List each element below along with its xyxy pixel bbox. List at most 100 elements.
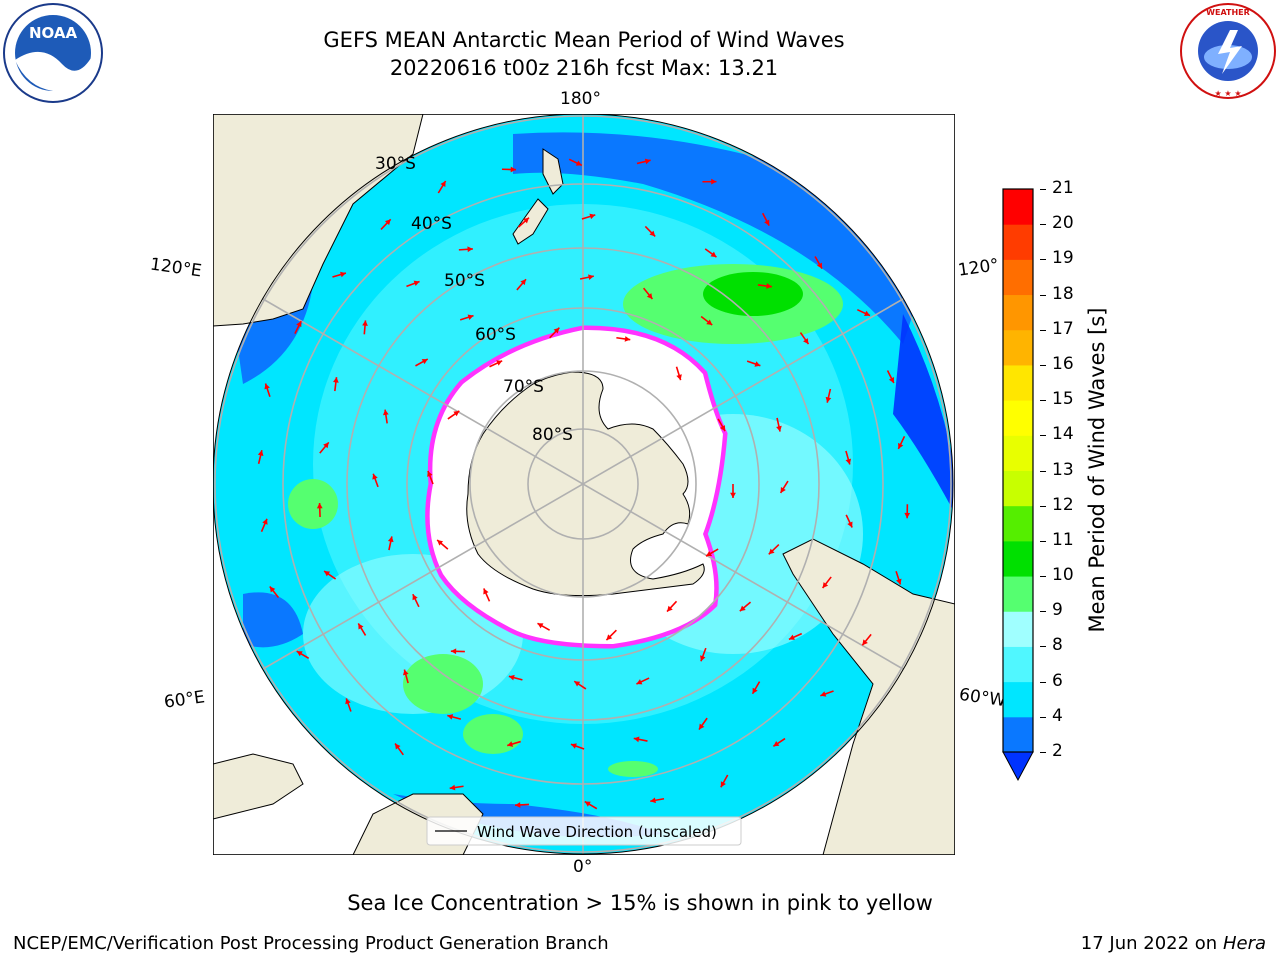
wave-direction-arrowhead [904,512,911,519]
colorbar-tick-label: 16 [1052,353,1074,374]
wave-direction-arrowhead [296,651,303,657]
colorbar-tick-mark [1040,329,1046,331]
wave-direction-arrowhead [340,271,346,278]
wave-direction-arrowhead [589,213,596,220]
wave-direction-arrowhead [262,518,268,525]
wave-direction-arrowhead [421,359,428,365]
graticule [214,114,952,855]
colorbar-bin [1003,224,1033,260]
band-deep-blue-east [893,314,953,514]
sea-ice-caption: Sea Ice Concentration > 15% is shown in … [347,891,933,915]
wave-direction-arrowhead [257,450,264,456]
wave-direction-arrowhead [650,797,656,804]
colorbar-bin [1003,716,1033,753]
noaa-logo: NOAA [3,3,103,103]
colorbar-bin [1003,505,1033,542]
wave-direction-arrowhead [720,781,726,788]
colorbar-tick-label: 2 [1052,741,1063,761]
wave-direction-arrowhead [316,503,323,509]
colorbar-label: Mean Period of Wind Waves [s] [1085,307,1109,633]
wave-direction-arrowhead [440,181,446,188]
wave-direction-arrowhead [816,262,823,269]
legend-label: Wind Wave Direction (unscaled) [477,823,717,841]
wave-direction-arrowhead [323,442,329,449]
colorbar-bin [1003,329,1033,366]
colorbar-tick-label: 14 [1052,424,1074,445]
colorbar-tick-label: 8 [1052,635,1063,656]
colorbar-tick-mark [1040,189,1046,190]
colorbar-bin [1003,681,1033,718]
colorbar-ticks: 2 4 6 8 9 10 11 12 13 14 15 16 17 18 19 20 21 [1040,178,1090,786]
wave-direction-arrowhead [333,377,339,383]
svg-text:★ ★ ★: ★ ★ ★ [1214,89,1241,98]
map-legend: Wind Wave Direction (unscaled) [426,816,742,846]
wave-direction-arrowhead [766,283,772,289]
lat-label-30: 30°S [375,154,416,174]
wave-direction-arrowhead [403,669,409,676]
wave-direction-arrowhead [822,582,829,589]
wave-direction-arrowhead [847,521,853,528]
colorbar-tick-mark [1040,646,1046,648]
wave-direction-arrowhead [845,458,852,465]
lat-label-70: 70°S [503,377,544,397]
wave-direction-arrowhead [483,588,489,595]
colorbar-tick-mark [1040,505,1046,507]
wave-direction-arrowhead [523,217,529,224]
footer-credit: NCEP/EMC/Verification Post Processing Pr… [13,933,609,954]
colorbar-bin [1003,470,1033,507]
wave-direction-arrowhead [412,594,418,601]
lat-label-40: 40°S [411,214,452,234]
wave-direction-arrowhead [269,586,276,593]
colorbar-tick-label: 19 [1052,248,1074,269]
colorbar [1002,188,1034,782]
wave-direction-arrowhead [700,655,706,662]
wave-direction-arrowhead [624,336,631,342]
colorbar-tick-label: 20 [1052,213,1074,234]
colorbar-bin [1003,646,1033,683]
wave-direction-arrowhead [553,327,560,334]
wave-direction-arrowhead [447,714,454,720]
colorbar-bin [1003,189,1033,225]
lon-label-180: 180° [560,89,601,109]
footer-date: 17 Jun 2022 on Hera [1081,933,1266,954]
wave-direction-arrowhead [706,319,713,326]
wave-direction-arrowhead [719,425,726,432]
wave-direction-arrowhead [864,310,871,316]
colorbar-tick-label: 21 [1052,178,1074,198]
colorbar-bin [1003,576,1033,612]
wave-direction-arrowhead [788,634,795,640]
wave-direction-arrowhead [467,314,474,320]
colorbar-tick-mark [1040,470,1046,472]
wave-direction-arrowhead [862,639,868,646]
wave-direction-arrowhead [584,801,591,807]
colorbar-bin [1003,611,1033,647]
colorbar-tick-label: 18 [1052,283,1074,304]
colorbar-tick-label: 10 [1052,565,1074,586]
wave-direction-arrowhead [588,274,594,281]
colorbar-bin [1003,540,1033,577]
colorbar-bin [1003,435,1033,471]
colorbar-tick-label: 13 [1052,459,1074,480]
wave-direction-arrowhead [387,536,394,543]
wave-direction-arrowhead [450,648,457,655]
wave-direction-arrowhead [888,377,895,384]
colorbar-extend-min [1002,751,1034,782]
wave-direction-arrowhead [764,219,770,226]
wave-direction-arrowhead [453,410,460,417]
wave-direction-arrowhead [825,396,832,403]
wave-direction-arrowhead [898,442,904,449]
wave-direction-arrowhead [510,166,516,173]
svg-text:WEATHER: WEATHER [1206,8,1250,17]
wave-direction-arrowhead [773,741,780,747]
wave-direction-arrowhead [427,470,433,477]
colorbar-tick-mark [1040,540,1046,542]
wave-direction-arrowhead [372,473,378,480]
wave-direction-arrowhead [515,802,521,808]
lon-label-60e: 60°E [162,687,207,713]
colorbar-tick-label: 4 [1052,705,1063,726]
lon-label-120e: 120°E [148,254,203,282]
title-line-1: GEFS MEAN Antarctic Mean Period of Wind … [323,28,845,52]
wave-direction-arrowhead [896,578,902,585]
footer-host: Hera [1222,933,1266,954]
wave-direction-arrowhead [264,383,270,390]
